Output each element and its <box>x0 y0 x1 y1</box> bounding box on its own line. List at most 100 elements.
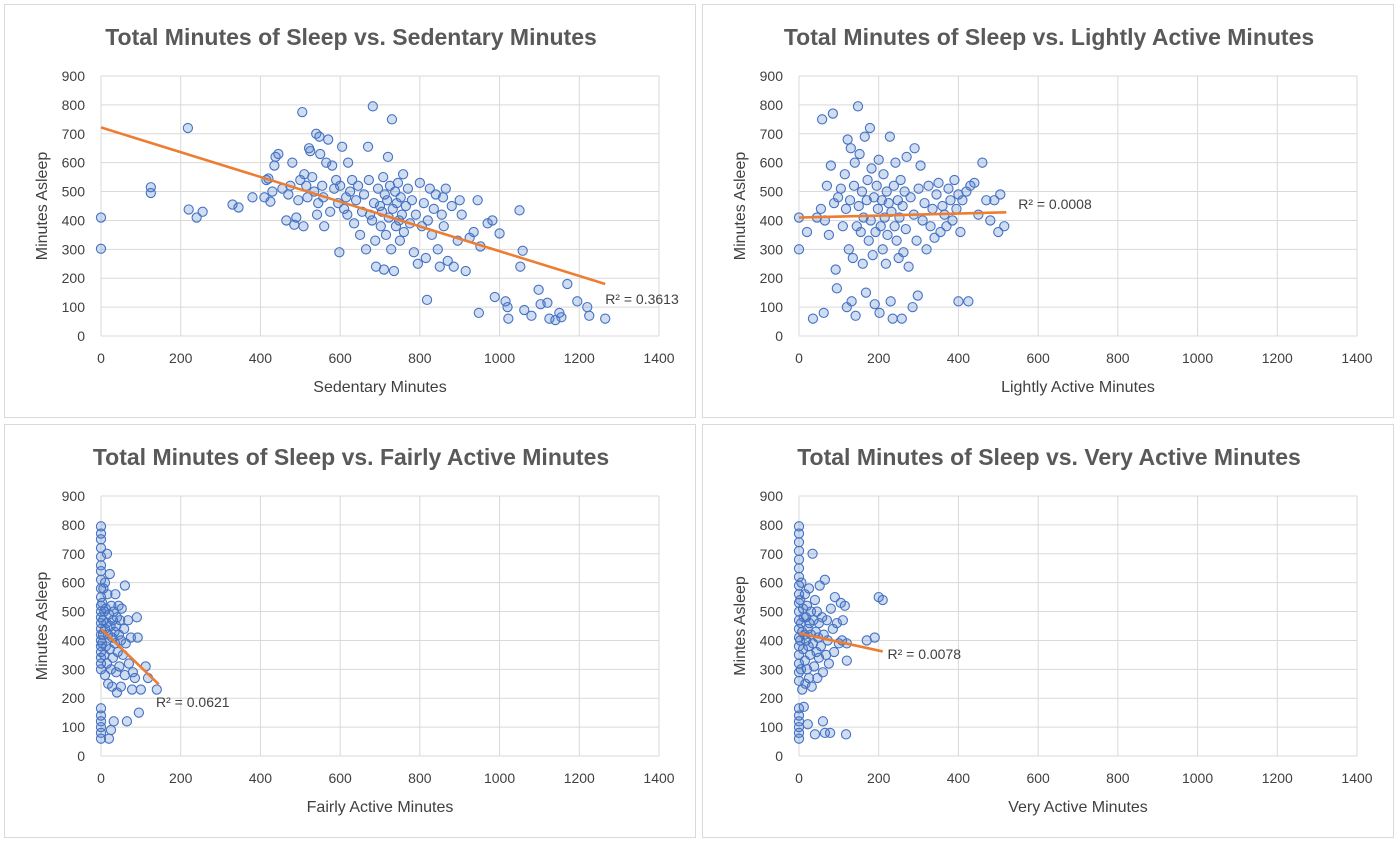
data-point <box>925 221 936 232</box>
data-point <box>437 192 449 203</box>
data-point <box>864 122 876 134</box>
data-point <box>600 313 611 324</box>
data-point <box>793 554 805 565</box>
data-point <box>913 183 924 194</box>
data-point <box>807 313 819 324</box>
data-point <box>793 244 805 255</box>
data-point <box>436 209 447 220</box>
data-point <box>896 313 907 324</box>
data-point <box>556 312 567 323</box>
data-point <box>821 180 833 191</box>
data-point <box>850 310 861 321</box>
data-point <box>837 221 848 232</box>
y-tick-label: 400 <box>760 212 784 228</box>
data-point <box>454 195 465 206</box>
scatter-chart: Total Minutes of Sleep vs. Sedentary Min… <box>34 24 679 396</box>
data-point <box>835 183 846 194</box>
data-point <box>853 200 864 212</box>
data-point <box>877 244 888 255</box>
data-point <box>394 235 406 246</box>
y-tick-label: 400 <box>62 632 86 648</box>
data-point <box>854 148 865 160</box>
data-point <box>368 197 380 209</box>
data-point <box>821 615 833 626</box>
data-point <box>969 177 980 189</box>
y-tick-label: 300 <box>62 661 86 677</box>
data-point <box>182 122 194 134</box>
data-point <box>115 681 127 692</box>
data-point <box>380 229 392 241</box>
data-point <box>127 667 139 678</box>
data-point <box>319 221 330 232</box>
data-point <box>951 203 962 215</box>
data-point <box>852 101 864 112</box>
x-tick-label: 200 <box>867 770 891 786</box>
x-tick-label: 400 <box>947 770 971 786</box>
data-point <box>338 203 350 215</box>
data-point <box>862 174 873 186</box>
x-tick-label: 0 <box>795 770 803 786</box>
data-point <box>957 195 968 206</box>
data-point <box>95 716 107 727</box>
data-point <box>828 646 840 658</box>
data-point <box>408 247 420 258</box>
data-point <box>819 574 831 585</box>
data-point <box>386 244 397 255</box>
data-point <box>931 189 942 200</box>
data-point <box>352 180 364 191</box>
data-point <box>370 235 381 246</box>
data-point <box>350 195 362 206</box>
x-tick-label: 1200 <box>564 770 595 786</box>
data-point <box>905 192 916 203</box>
data-point <box>287 157 298 168</box>
data-point <box>104 568 115 580</box>
r-squared-label: R² = 0.0078 <box>887 646 961 662</box>
data-point <box>797 643 809 655</box>
data-point <box>888 180 900 191</box>
data-point <box>798 701 809 713</box>
data-point <box>801 226 813 238</box>
data-point <box>362 141 374 152</box>
x-tick-label: 600 <box>1026 350 1050 366</box>
data-point <box>112 646 123 658</box>
data-point <box>366 215 378 226</box>
data-point <box>298 221 309 232</box>
data-point <box>132 632 143 643</box>
data-point <box>830 264 841 275</box>
data-point <box>856 186 868 197</box>
data-point <box>95 565 107 577</box>
data-point <box>923 180 934 191</box>
data-point <box>283 189 294 200</box>
data-point <box>816 114 828 125</box>
x-tick-label: 400 <box>947 350 971 366</box>
data-point <box>793 727 805 739</box>
y-tick-label: 900 <box>760 488 784 504</box>
data-point <box>410 209 422 220</box>
r-squared-label: R² = 0.0621 <box>156 694 230 710</box>
data-point <box>844 195 856 206</box>
data-point <box>807 548 818 559</box>
data-point <box>877 594 888 606</box>
data-point <box>291 212 302 223</box>
y-tick-label: 400 <box>62 212 86 228</box>
trendline <box>100 627 160 686</box>
data-point <box>494 228 505 239</box>
data-point <box>915 160 926 171</box>
x-tick-label: 1400 <box>643 350 674 366</box>
data-point <box>421 294 433 306</box>
data-point <box>840 203 852 215</box>
chart-title: Total Minutes of Sleep vs. Lightly Activ… <box>784 24 1314 50</box>
data-point <box>808 661 820 672</box>
data-point <box>390 221 402 232</box>
y-tick-label: 800 <box>62 97 86 113</box>
data-point <box>197 206 208 217</box>
data-point <box>334 247 345 258</box>
data-point <box>544 313 555 324</box>
y-tick-label: 100 <box>760 719 784 735</box>
data-point <box>887 313 898 324</box>
data-point <box>831 283 843 294</box>
data-point <box>884 131 896 142</box>
data-point <box>793 710 805 721</box>
data-point <box>382 195 393 206</box>
data-point <box>995 189 1006 200</box>
